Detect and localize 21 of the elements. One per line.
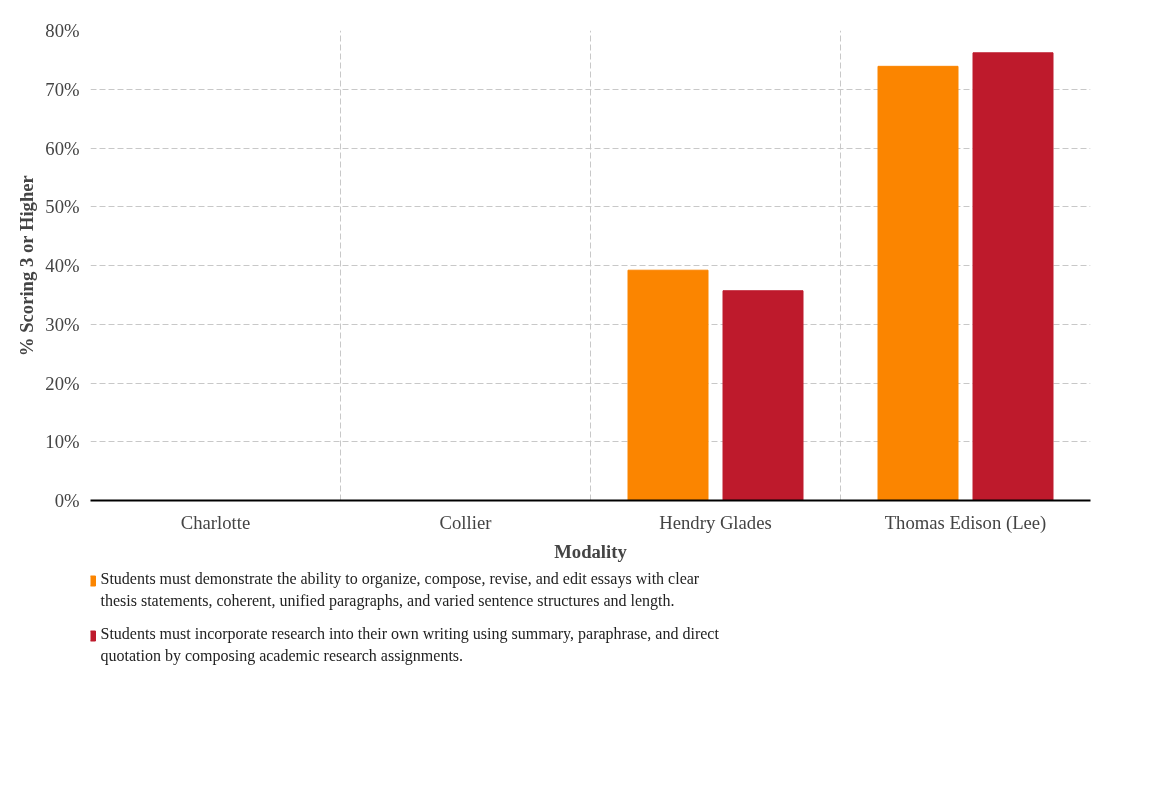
bar (722, 290, 804, 501)
y-tick-label: 30% (45, 313, 80, 335)
x-axis-title: Modality (554, 540, 628, 562)
y-tick-label: 0% (54, 490, 80, 511)
y-tick-label: 60% (45, 137, 80, 159)
y-tick-label: 80% (45, 20, 80, 41)
x-tick-label: Thomas Edison (Lee) (884, 511, 1047, 534)
legend-label: Students must incorporate research into their own writing using summary, paraphrase, and direct quotation by composing academic research assignments. (100, 625, 720, 666)
x-tick-label: Hendry Glades (659, 511, 772, 533)
y-tick-label: 50% (45, 196, 80, 218)
y-tick-label: 40% (45, 255, 80, 276)
bar (972, 52, 1054, 501)
x-tick-label: Collier (439, 511, 493, 533)
x-tick-label: Charlotte (180, 511, 251, 533)
y-tick-label: 70% (45, 78, 80, 100)
y-axis-title: % Scoring 3 or Higher (16, 175, 38, 357)
legend-label: Students must demonstrate the ability to organize, compose, revise, and edit essays with clear thesis statements, coherent, unified paragraphs, and varied sentence structures and length. (100, 570, 700, 611)
bar (627, 269, 709, 501)
y-tick-label: 10% (45, 431, 80, 453)
y-tick-label: 20% (45, 372, 80, 394)
bar (877, 65, 959, 501)
